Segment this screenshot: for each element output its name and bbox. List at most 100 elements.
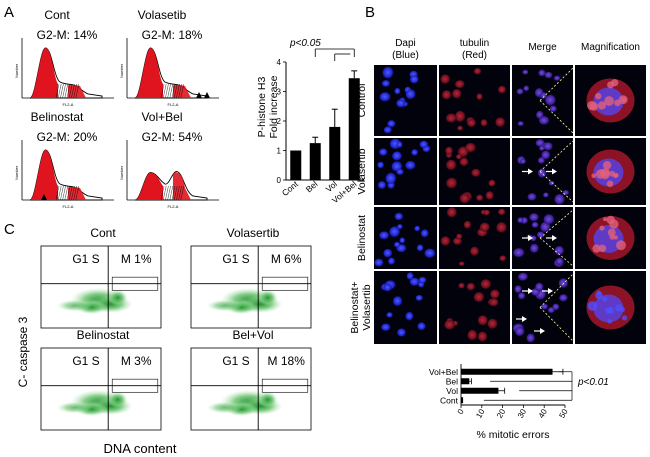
micro-nucleus <box>405 89 417 100</box>
micro-mag-blob <box>591 173 597 179</box>
flow-inner-gate <box>261 378 309 393</box>
micro-nucleus <box>396 168 405 176</box>
histogram-title: Vol+Bel <box>141 110 182 124</box>
micro-nucleus <box>419 140 429 149</box>
micro-nucleus <box>455 154 463 160</box>
mitotic-bar <box>461 387 499 394</box>
micro-nucleus <box>543 192 550 198</box>
micro-col-header: (Blue) <box>392 50 419 61</box>
mitotic-pvalue: p<0.01 <box>577 377 609 388</box>
histogram-s-hatch <box>180 83 184 99</box>
micro-nucleus <box>409 75 420 85</box>
flow-m-label: M 1% <box>121 252 152 266</box>
micro-nucleus <box>471 168 481 178</box>
micro-arrowhead <box>552 235 557 241</box>
mitotic-category-label: Vol <box>446 386 458 396</box>
histogram-s-hatch <box>58 185 62 201</box>
histogram-s-hatch <box>163 83 167 99</box>
histogram-s-hatch <box>176 83 180 99</box>
micro-zoom-line <box>539 171 574 203</box>
histogram-ylabel: Number <box>14 165 19 180</box>
micro-nucleus <box>440 74 451 85</box>
flow-density <box>257 390 278 407</box>
histogram-s-hatch <box>165 185 169 201</box>
flow-density <box>206 401 243 414</box>
micro-arrowhead <box>548 288 553 294</box>
histogram-xlabel: FL2-A <box>63 204 74 209</box>
micro-mag-blob <box>620 307 625 313</box>
micro-nucleus <box>516 88 524 95</box>
micro-nucleus <box>383 283 393 292</box>
histogram-s-hatch <box>66 83 71 99</box>
panel-b-letter: B <box>365 4 375 21</box>
micro-nucleus <box>548 180 555 186</box>
micro-row-label: Belinostat+ <box>349 281 361 333</box>
micro-nucleus <box>379 148 388 157</box>
phh3-ylabel-line2: Fold increase <box>268 75 280 138</box>
micro-mag-blob <box>621 97 627 103</box>
panel-a-letter: A <box>4 4 14 21</box>
histogram-ylabel: Number <box>119 63 124 78</box>
histogram-s-hatch <box>64 83 68 99</box>
micro-nucleus <box>456 233 463 240</box>
micro-nucleus <box>520 158 527 165</box>
phh3-ytick-label: 2 <box>277 117 282 126</box>
micro-nucleus <box>543 142 554 152</box>
micro-nucleus <box>394 241 401 248</box>
micro-mag-blob <box>599 225 605 231</box>
histogram-s-hatch <box>171 185 176 201</box>
micro-nucleus <box>389 226 401 238</box>
flow-g1s-label: G1 S <box>72 252 99 266</box>
micro-mag-blob <box>589 102 599 111</box>
flow-cytometry-group: Cont G1 S M 1% Volasertib G1 S M 6% Belinostat… <box>40 226 312 431</box>
micro-nucleus <box>379 231 390 240</box>
histogram-s-hatch <box>174 185 178 201</box>
micro-nucleus <box>383 248 393 259</box>
flow-m-label: M 3% <box>121 354 152 368</box>
micro-arrowhead <box>528 235 533 241</box>
micro-nucleus <box>535 282 544 292</box>
micro-nucleus <box>420 229 430 238</box>
micro-arrowhead <box>528 168 533 175</box>
micro-arrowhead <box>540 328 545 334</box>
phh3-ylabel-line1: P-histone H3 <box>256 76 268 137</box>
histogram-s-hatch <box>58 83 62 99</box>
flow-title: Bel+Vol <box>232 328 273 342</box>
micro-mag-blob <box>595 291 603 300</box>
mitotic-bar <box>461 397 464 404</box>
micro-row-label: Volasertib <box>361 284 373 330</box>
micro-arrowhead <box>552 168 557 175</box>
micro-mag-blob <box>607 228 616 237</box>
histogram-g1-fill <box>135 172 163 200</box>
flow-density <box>107 390 128 407</box>
micro-mag-blob <box>616 240 626 251</box>
histogram-marker <box>204 92 210 98</box>
micro-nucleus <box>406 272 415 281</box>
micro-nucleus <box>381 80 391 88</box>
micro-nucleus <box>540 92 548 100</box>
micro-mag-blob <box>603 217 608 222</box>
micro-nucleus <box>555 257 565 266</box>
micro-nucleus <box>537 168 547 179</box>
phh3-ytick-label: 1 <box>277 147 282 156</box>
micro-col-header: Merge <box>528 42 557 53</box>
histogram-g1-fill <box>30 149 58 200</box>
flow-g1s-label: G1 S <box>222 252 249 266</box>
flow-g1s-label: G1 S <box>72 354 99 368</box>
micro-nucleus <box>522 69 529 75</box>
panel-c-ylabel: C- caspase 3 <box>16 316 30 387</box>
micro-nucleus <box>476 93 484 101</box>
micro-mag-blob <box>587 301 598 311</box>
histogram-s-hatch <box>60 185 64 201</box>
flow-m-label: M 18% <box>268 354 306 368</box>
mitotic-bar <box>461 378 470 385</box>
mitotic-xtick-label: 10 <box>474 407 487 420</box>
micro-nucleus <box>553 75 561 82</box>
micro-nucleus <box>529 243 540 254</box>
micro-mag-blob <box>604 96 615 106</box>
micro-row-label: Control <box>356 84 368 118</box>
histogram-group: Cont G2-M: 14% Number FL2-A Volasetib G2-M: 1… <box>14 8 219 209</box>
mitotic-errors-chart: p<0.01 % mitotic errors Vol+BelBelVolCon… <box>429 364 609 441</box>
histogram-marker <box>196 92 202 98</box>
